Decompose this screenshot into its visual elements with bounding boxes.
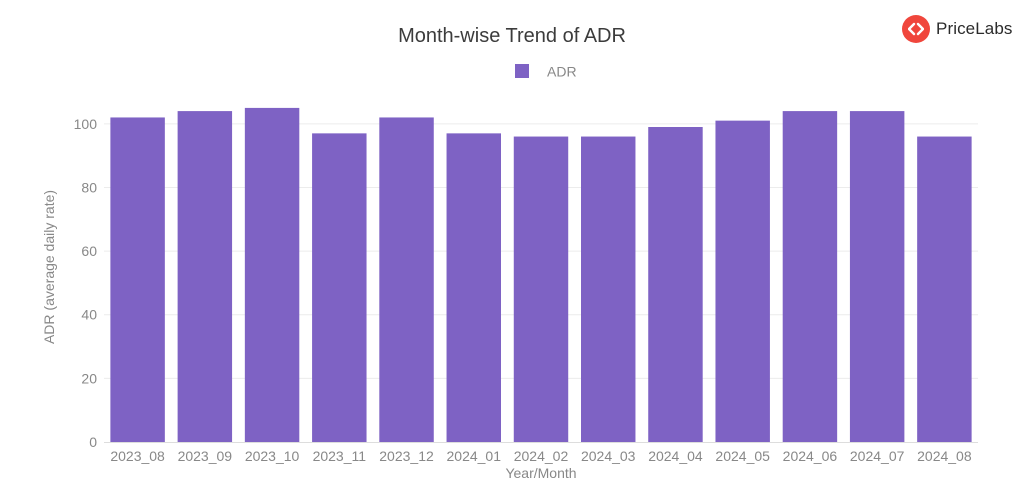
bar-2024_02[interactable] <box>513 136 569 442</box>
y-axis-ticks: 0 20 40 60 80 100 <box>74 116 98 450</box>
x-axis-ticks: 2023_08 2023_09 2023_10 2023_11 2023_12 2024_… <box>110 448 971 464</box>
bar-2024_07[interactable] <box>849 111 905 442</box>
y-tick-label: 60 <box>81 243 97 259</box>
legend[interactable]: ADR <box>515 64 577 80</box>
y-axis-label: ADR (average daily rate) <box>41 190 57 344</box>
bar-2024_08[interactable] <box>917 136 972 442</box>
y-tick-label: 20 <box>81 370 97 386</box>
legend-label-adr: ADR <box>547 64 577 80</box>
x-tick-label: 2024_05 <box>715 448 770 464</box>
bar-2023_08[interactable] <box>110 117 165 443</box>
y-tick-label: 40 <box>81 307 97 323</box>
bar-2024_04[interactable] <box>648 127 703 442</box>
bar-2024_05[interactable] <box>715 120 770 443</box>
x-tick-label: 2023_10 <box>245 448 300 464</box>
x-tick-label: 2023_12 <box>379 448 434 464</box>
brand-name: PriceLabs <box>936 19 1013 38</box>
x-tick-label: 2023_08 <box>110 448 165 464</box>
y-tick-label: 0 <box>89 434 97 450</box>
bar-2024_03[interactable] <box>581 136 636 442</box>
bar-2023_10[interactable] <box>244 107 300 442</box>
x-tick-label: 2024_06 <box>783 448 838 464</box>
x-axis-label: Year/Month <box>505 465 576 481</box>
bar-2023_12[interactable] <box>379 117 434 443</box>
x-tick-label: 2023_11 <box>313 448 367 464</box>
bar-2024_01[interactable] <box>446 133 501 442</box>
x-tick-label: 2024_01 <box>447 448 502 464</box>
y-tick-label: 100 <box>74 116 98 132</box>
bars <box>110 107 972 443</box>
y-tick-label: 80 <box>81 179 97 195</box>
x-tick-label: 2024_07 <box>850 448 905 464</box>
x-tick-label: 2024_02 <box>514 448 569 464</box>
x-tick-label: 2024_08 <box>917 448 972 464</box>
x-tick-label: 2023_09 <box>178 448 233 464</box>
bar-2024_06[interactable] <box>782 111 838 442</box>
bar-2023_11[interactable] <box>312 133 367 442</box>
code-brackets-icon <box>902 15 930 43</box>
bar-2023_09[interactable] <box>177 111 233 442</box>
x-tick-label: 2024_03 <box>581 448 636 464</box>
x-tick-label: 2024_04 <box>648 448 703 464</box>
legend-swatch-adr <box>515 64 529 78</box>
chart-title: Month-wise Trend of ADR <box>398 25 626 47</box>
brand-logo: PriceLabs <box>902 14 1013 44</box>
